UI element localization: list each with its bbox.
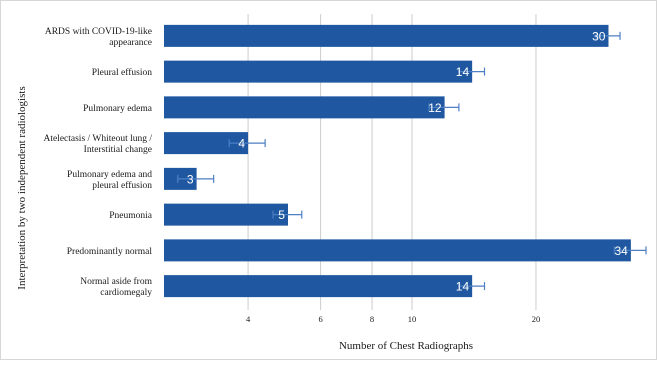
bar	[164, 275, 473, 298]
bar-value-label: 12	[428, 101, 442, 115]
category-label: Pulmonary edema and	[67, 170, 152, 180]
category-label: Predominantly normal	[67, 247, 153, 257]
bar	[164, 60, 473, 83]
bar	[164, 96, 445, 119]
bar	[164, 203, 288, 226]
category-label: cardiomegaly	[100, 288, 152, 298]
x-tick-label: 10	[408, 314, 417, 324]
x-tick-label: 6	[318, 314, 322, 324]
bar-value-label: 5	[278, 208, 285, 222]
category-label: Interstitial change	[84, 145, 152, 155]
category-label: pleural effusion	[92, 180, 152, 191]
bar-value-label: 14	[456, 280, 470, 294]
bar	[164, 132, 249, 155]
x-axis-title: Number of Chest Radiographs	[339, 340, 473, 352]
category-label: Normal aside from	[80, 276, 152, 287]
category-label: Pulmonary edema	[83, 104, 153, 114]
bar-value-label: 30	[592, 29, 606, 43]
x-tick-label: 20	[532, 314, 541, 324]
category-label: appearance	[109, 38, 152, 48]
bar-value-label: 34	[615, 244, 629, 258]
category-label: ARDS with COVID-19-like	[45, 27, 152, 37]
x-tick-label: 4	[246, 314, 251, 324]
bar-value-label: 14	[456, 65, 470, 79]
category-label: Atelectasis / Whiteout lung /	[43, 134, 152, 144]
bar	[164, 239, 631, 262]
bar-value-label: 4	[238, 137, 245, 151]
category-label: Pleural effusion	[92, 67, 152, 78]
bar-value-label: 3	[187, 172, 194, 186]
bar	[164, 24, 609, 47]
x-tick-label: 8	[370, 314, 374, 324]
category-label: Pneumonia	[109, 211, 153, 221]
y-axis-title: Interpretation by two independent radiol…	[16, 86, 28, 289]
